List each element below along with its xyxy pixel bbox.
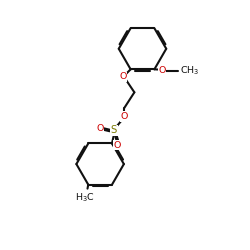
Text: O: O [96, 124, 104, 133]
Text: O: O [158, 66, 166, 75]
Text: H$_3$C: H$_3$C [74, 192, 94, 204]
Text: CH$_3$: CH$_3$ [180, 64, 199, 77]
Text: S: S [111, 125, 117, 135]
Text: O: O [113, 141, 120, 150]
Text: O: O [120, 72, 127, 81]
Text: O: O [121, 112, 128, 121]
